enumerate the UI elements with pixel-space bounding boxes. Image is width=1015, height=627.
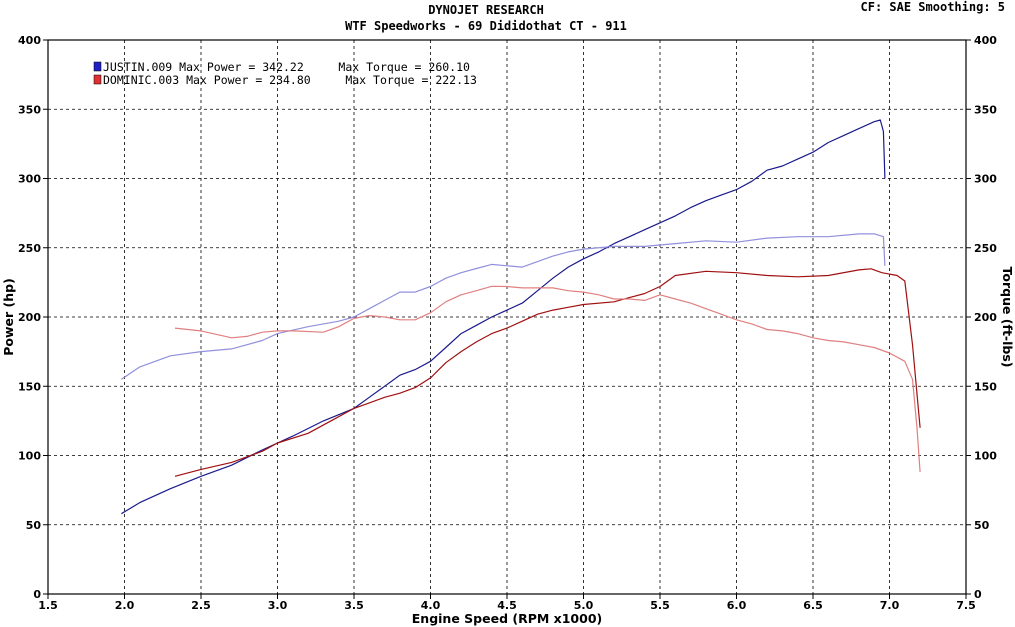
y-axis-label: Power (hp) — [1, 278, 16, 356]
series-layer — [121, 119, 921, 515]
x-tick-label: 2.0 — [115, 599, 135, 612]
y-tick-label: 300 — [18, 173, 41, 186]
x-tick-label: 6.0 — [727, 599, 747, 612]
y-tick-label: 150 — [18, 380, 41, 393]
x-tick-label: 4.0 — [421, 599, 441, 612]
grid-lines — [48, 40, 966, 594]
x-tick-label: 5.0 — [574, 599, 594, 612]
correction-info: CF: SAE Smoothing: 5 — [861, 0, 1006, 14]
y2-tick-label: 50 — [974, 519, 990, 532]
x-tick-label: 1.5 — [38, 599, 58, 612]
y2-tick-label: 350 — [974, 103, 997, 116]
x-tick-label: 7.0 — [880, 599, 900, 612]
y-tick-label: 250 — [18, 242, 41, 255]
x-tick-label: 3.0 — [268, 599, 288, 612]
chart-subtitle: WTF Speedworks - 69 Dididothat CT - 911 — [345, 19, 627, 33]
x-tick-label: 7.5 — [956, 599, 976, 612]
y2-tick-label: 300 — [974, 173, 997, 186]
x-tick-label: 2.5 — [191, 599, 211, 612]
legend-swatch-justin — [93, 61, 102, 72]
legend: JUSTIN.009 Max Power = 342.22 Max Torque… — [93, 60, 477, 87]
series-line-justin-009torque — [121, 233, 886, 380]
legend-entry-justin: JUSTIN.009 Max Power = 342.22 Max Torque… — [103, 60, 470, 74]
x-tick-label: 6.5 — [803, 599, 823, 612]
y2-tick-label: 0 — [974, 588, 982, 601]
chart-title: DYNOJET RESEARCH — [428, 3, 544, 17]
series-line-dominic-003torque — [174, 285, 921, 473]
series-line-dominic-003power — [174, 268, 921, 477]
y-tick-label: 50 — [26, 519, 42, 532]
y-tick-label: 400 — [18, 34, 41, 47]
y-tick-label: 0 — [33, 588, 41, 601]
y-tick-label: 100 — [18, 450, 41, 463]
y2-tick-label: 200 — [974, 311, 997, 324]
series-line-justin-009power — [121, 119, 886, 515]
y2-axis-label: Torque (ft-lbs) — [1000, 267, 1015, 368]
axis-ticks: 1.5 2.0 2.5 3.0 3.5 4.0 4.5 5.0 5.5 6.0 6.5 7.0 7.50… — [18, 34, 997, 612]
y-tick-label: 350 — [18, 103, 41, 116]
x-tick-label: 5.5 — [650, 599, 670, 612]
legend-entry-dominic: DOMINIC.003 Max Power = 234.80 Max Torqu… — [103, 73, 477, 87]
x-tick-label: 3.5 — [344, 599, 364, 612]
y-tick-label: 200 — [18, 311, 41, 324]
y2-tick-label: 150 — [974, 380, 997, 393]
x-tick-label: 4.5 — [497, 599, 517, 612]
x-axis-label: Engine Speed (RPM x1000) — [412, 611, 602, 626]
legend-swatch-dominic — [93, 74, 102, 85]
y2-tick-label: 100 — [974, 450, 997, 463]
y2-tick-label: 400 — [974, 34, 997, 47]
y2-tick-label: 250 — [974, 242, 997, 255]
